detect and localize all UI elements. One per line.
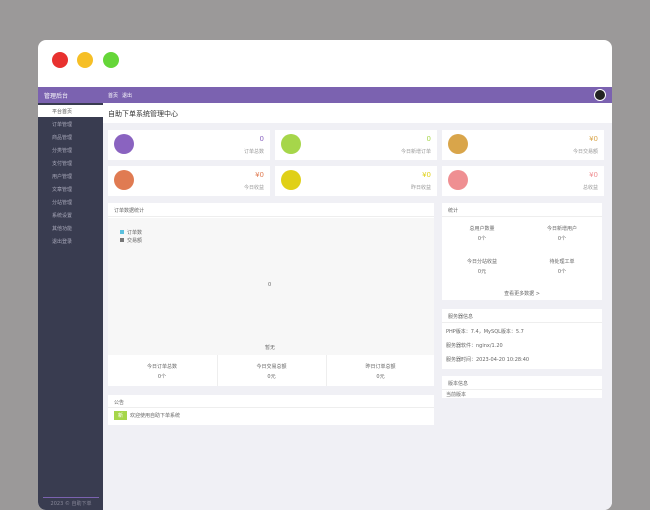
minimize-button[interactable] (77, 52, 93, 68)
menu-item[interactable]: 支付管理 (52, 161, 73, 167)
menu-item[interactable]: 订单管理 (52, 122, 73, 128)
notice-text: 欢迎使用自助下单系统 (130, 413, 181, 419)
stat-card: 0 订单总数 (108, 130, 270, 160)
stat-value: ¥0 (589, 135, 598, 143)
total-cell: 昨日订单总额 0元 (326, 355, 434, 386)
stat-icon (114, 170, 134, 190)
stat-card: 0 今日新增订单 (275, 130, 437, 160)
page-title-bar: 自助下单系统管理中心 (103, 103, 612, 123)
panel-title: 统计 (442, 203, 602, 217)
menu-item[interactable]: 商品管理 (52, 135, 73, 141)
total-value: 0元 (267, 374, 276, 380)
page-title: 自助下单系统管理中心 (108, 110, 178, 118)
version-text: 当前版本 (446, 392, 467, 398)
maximize-button[interactable] (103, 52, 119, 68)
notice-badge: 新 (114, 411, 128, 420)
menu-item[interactable]: 分站管理 (52, 200, 73, 206)
stat-value: ¥0 (255, 171, 264, 179)
stat-card: ¥0 总收益 (442, 166, 604, 196)
panel-title: 公告 (108, 395, 434, 408)
avatar[interactable] (594, 89, 606, 101)
stat-icon (281, 170, 301, 190)
menu-item[interactable]: 平台首页 (38, 105, 103, 117)
summary-panel: 统计 总用户数量 0个 今日新增用户 0个 今日分站收益 0元 待处理工单 0个 查看更多数据 > (442, 203, 602, 300)
chart-area: 订单数交易额 0 暂无 (108, 218, 434, 355)
legend-swatch (120, 238, 124, 242)
stat-label: 今日新增订单 (400, 149, 431, 155)
menu-item[interactable]: 分类管理 (52, 148, 73, 154)
summary-label: 总用户数量 (469, 226, 495, 232)
menu-item[interactable]: 其他功能 (52, 226, 73, 232)
summary-value: 0个 (477, 236, 487, 242)
empty-value: 0 (268, 282, 272, 288)
summary-value: 0个 (557, 269, 567, 275)
server-panel: 服务器信息 PHP版本：7.4，MySQL版本：5.7 服务器软件：nginx/1.… (442, 309, 602, 369)
legend-label: 交易额 (127, 238, 143, 244)
summary-value: 0元 (477, 269, 487, 275)
stat-label: 订单总数 (243, 149, 264, 155)
stat-value: ¥0 (589, 171, 598, 179)
server-line: 服务器软件：nginx/1.20 (446, 343, 503, 349)
menu-item[interactable]: 系统设置 (52, 213, 73, 219)
more-link[interactable]: 查看更多数据 > (504, 291, 540, 297)
stat-value: 0 (259, 135, 264, 143)
stat-icon (448, 134, 468, 154)
chart-panel: 订单数据统计订单数交易额 0 暂无今日订单总数 0个 今日交易总额 0元 昨日订单总额 0元 (108, 203, 434, 386)
summary-value: 0个 (557, 236, 567, 242)
server-line: PHP版本：7.4，MySQL版本：5.7 (446, 329, 524, 335)
summary-label: 今日新增用户 (546, 226, 577, 232)
nav-link[interactable]: 退出 (122, 93, 133, 99)
stat-icon (114, 134, 134, 154)
version-panel: 版本信息当前版本 (442, 376, 602, 398)
panel-title: 订单数据统计 (108, 203, 434, 217)
legend-label: 订单数 (127, 230, 143, 236)
menu-item[interactable]: 用户管理 (52, 174, 73, 180)
top-bar: 管理后台 首页 退出 (38, 87, 612, 103)
menu-item[interactable]: 文章管理 (52, 187, 73, 193)
main: 自助下单系统管理中心 0 订单总数 0 今日新增订单 ¥0 今日交易额 ¥0 今日收益 ¥0 昨日收… (103, 103, 612, 510)
stat-icon (448, 170, 468, 190)
stat-value: 0 (426, 135, 431, 143)
panel-title: 服务器信息 (442, 309, 602, 323)
browser-window: 管理后台 首页 退出 平台首页订单管理商品管理分类管理支付管理用户管理文章管理分站管… (38, 40, 612, 510)
total-value: 0元 (376, 374, 385, 380)
stat-label: 今日收益 (243, 185, 264, 191)
total-label: 今日交易总额 (256, 364, 287, 370)
panel-title: 版本信息 (442, 376, 602, 390)
total-cell: 今日订单总数 0个 (108, 355, 216, 386)
stat-label: 今日交易额 (572, 149, 598, 155)
stat-label: 昨日收益 (410, 185, 431, 191)
notice-panel: 公告新欢迎使用自助下单系统 (108, 395, 434, 425)
total-label: 今日订单总数 (146, 364, 177, 370)
stat-card: ¥0 昨日收益 (275, 166, 437, 196)
stat-icon (281, 134, 301, 154)
stat-card: ¥0 今日收益 (108, 166, 270, 196)
menu-item[interactable]: 退出登录 (52, 239, 73, 245)
app: 管理后台 首页 退出 平台首页订单管理商品管理分类管理支付管理用户管理文章管理分站管… (38, 87, 612, 510)
total-label: 昨日订单总额 (365, 364, 396, 370)
total-value: 0个 (157, 374, 167, 380)
server-line: 服务器时间：2023-04-20 10:28:40 (446, 357, 530, 363)
sidebar: 平台首页订单管理商品管理分类管理支付管理用户管理文章管理分站管理系统设置其他功能… (38, 103, 103, 510)
total-cell: 今日交易总额 0元 (217, 355, 325, 386)
sidebar-footer: 2023 © 自助下单 (43, 497, 99, 507)
axis-label: 暂无 (265, 345, 276, 351)
summary-label: 今日分站收益 (466, 259, 497, 265)
summary-label: 待处理工单 (549, 259, 575, 265)
brand: 管理后台 (44, 93, 69, 100)
stat-value: ¥0 (422, 171, 431, 179)
stat-card: ¥0 今日交易额 (442, 130, 604, 160)
legend-swatch (120, 230, 124, 234)
nav-link[interactable]: 首页 (108, 93, 119, 99)
close-button[interactable] (52, 52, 68, 68)
stat-label: 总收益 (582, 185, 598, 191)
